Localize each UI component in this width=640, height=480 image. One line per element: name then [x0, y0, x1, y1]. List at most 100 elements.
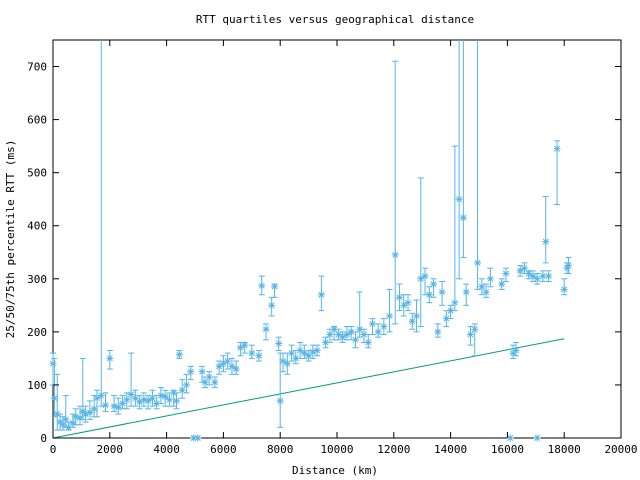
data-point: [97, 40, 105, 407]
point-marker: [413, 312, 421, 320]
point-marker: [442, 315, 450, 323]
point-marker: [262, 325, 270, 333]
point-marker: [560, 285, 568, 293]
data-point: [275, 336, 283, 351]
data-point: [157, 387, 165, 405]
data-point: [232, 360, 240, 375]
data-point: [309, 344, 317, 359]
x-tick-label: 10000: [320, 443, 353, 456]
point-marker: [408, 317, 416, 325]
data-point: [255, 349, 263, 362]
point-marker: [157, 392, 165, 400]
data-point: [447, 304, 455, 320]
point-marker: [255, 352, 263, 360]
point-marker: [553, 145, 561, 153]
y-axis-ticks: 0 100 200 300 400 500 600 700: [27, 61, 621, 445]
point-marker: [161, 393, 169, 401]
point-marker: [351, 336, 359, 344]
data-point: [317, 275, 325, 312]
point-marker: [279, 357, 287, 365]
point-marker: [131, 394, 139, 402]
point-marker: [516, 267, 524, 275]
data-point: [486, 267, 494, 288]
data-point: [72, 408, 80, 426]
data-point: [283, 352, 291, 375]
x-tick-label: 12000: [377, 443, 410, 456]
data-point: [506, 434, 514, 442]
point-marker: [564, 262, 572, 270]
point-marker: [123, 396, 131, 404]
data-point: [462, 283, 470, 306]
data-point: [380, 318, 388, 336]
data-point: [545, 270, 553, 282]
y-tick-label: 400: [27, 220, 47, 233]
data-point: [178, 379, 186, 399]
point-marker: [434, 328, 442, 336]
point-marker: [228, 362, 236, 370]
x-tick-label: 16000: [491, 443, 524, 456]
point-marker: [236, 344, 244, 352]
data-point: [542, 196, 550, 264]
data-point: [395, 283, 403, 312]
point-marker: [330, 325, 338, 333]
point-marker: [482, 288, 490, 296]
data-point: [434, 323, 442, 338]
data-point: [451, 145, 459, 312]
data-point: [417, 177, 425, 328]
data-point: [386, 288, 394, 333]
data-point: [421, 267, 429, 296]
point-marker: [462, 288, 470, 296]
point-marker: [391, 251, 399, 259]
point-marker: [466, 331, 474, 339]
data-point: [564, 257, 572, 274]
data-point: [187, 365, 195, 381]
data-point: [502, 267, 510, 282]
point-marker: [275, 340, 283, 348]
data-point: [123, 392, 131, 410]
point-marker: [509, 349, 517, 357]
point-marker: [110, 402, 118, 410]
data-point: [404, 294, 412, 312]
point-marker: [322, 338, 330, 346]
data-point: [339, 331, 347, 343]
point-marker: [542, 238, 550, 246]
point-marker: [127, 390, 135, 398]
point-marker: [305, 352, 313, 360]
point-marker: [438, 288, 446, 296]
point-marker: [296, 346, 304, 354]
point-marker: [292, 354, 300, 362]
point-marker: [451, 299, 459, 307]
data-point: [50, 357, 58, 418]
point-marker: [288, 349, 296, 357]
point-marker: [400, 301, 408, 309]
point-marker: [417, 275, 425, 283]
point-marker: [313, 346, 321, 354]
point-marker: [182, 381, 190, 389]
point-marker: [360, 331, 368, 339]
data-point: [553, 140, 561, 206]
point-marker: [506, 434, 514, 442]
data-point: [82, 405, 90, 423]
point-marker: [339, 333, 347, 341]
point-marker: [211, 378, 219, 386]
point-marker: [190, 434, 198, 442]
point-marker: [175, 351, 183, 359]
point-marker: [62, 415, 70, 423]
data-point: [413, 299, 421, 333]
point-marker: [198, 368, 206, 376]
data-point: [215, 360, 223, 375]
data-point: [93, 389, 101, 418]
point-marker: [563, 264, 571, 272]
x-tick-label: 14000: [434, 443, 467, 456]
data-point: [296, 341, 304, 359]
y-tick-label: 700: [27, 61, 47, 74]
data-point: [533, 434, 541, 442]
point-marker: [425, 291, 433, 299]
point-marker: [153, 400, 161, 408]
point-marker: [224, 357, 232, 365]
point-marker: [471, 325, 479, 333]
point-marker: [474, 259, 482, 267]
point-marker: [119, 400, 127, 408]
point-marker: [205, 373, 213, 381]
